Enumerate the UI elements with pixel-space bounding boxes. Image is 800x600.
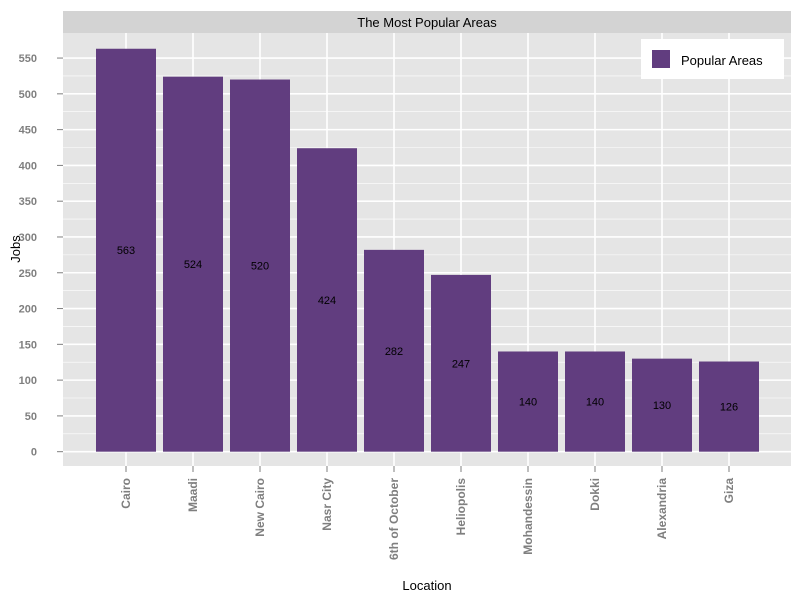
y-axis: 0 50 100 150 200 250 300 350 400 450 500 550 — [19, 53, 63, 459]
bar — [431, 274, 491, 452]
y-tick-label: 400 — [19, 160, 37, 172]
bar — [632, 358, 692, 452]
bar-value-label: 126 — [720, 402, 738, 414]
bar-value-label: 140 — [519, 397, 537, 409]
x-tick-label: Giza — [722, 478, 736, 504]
bar-value-label: 563 — [117, 245, 135, 257]
bar — [230, 79, 290, 452]
y-tick-label: 450 — [19, 125, 37, 137]
title-strip — [63, 11, 791, 33]
y-tick-label: 250 — [19, 268, 37, 280]
bar-value-label: 282 — [385, 346, 403, 358]
y-tick-label: 300 — [19, 232, 37, 244]
bar — [297, 148, 357, 452]
y-tick-label: 100 — [19, 375, 37, 387]
bar-value-label: 130 — [653, 400, 671, 412]
y-tick-label: 200 — [19, 304, 37, 316]
bar-value-label: 520 — [251, 261, 269, 273]
bars — [96, 48, 759, 452]
bar — [565, 351, 625, 452]
x-tick-label: Heliopolis — [454, 478, 468, 536]
x-tick-label: Mohandessin — [521, 478, 535, 555]
bar — [699, 361, 759, 452]
bar-value-label: 524 — [184, 259, 202, 271]
bar — [364, 249, 424, 452]
y-tick-label: 150 — [19, 339, 37, 351]
x-axis-title: Location — [402, 578, 451, 593]
chart-title: The Most Popular Areas — [357, 15, 497, 30]
y-tick-label: 350 — [19, 196, 37, 208]
x-tick-label: Cairo — [119, 478, 133, 509]
bar-value-label: 140 — [586, 397, 604, 409]
data-labels: 563 524 520 424 282 247 140 140 130 126 — [117, 245, 738, 413]
bar-value-label: 424 — [318, 295, 336, 307]
legend-label: Popular Areas — [681, 53, 763, 68]
x-tick-label: New Cairo — [253, 478, 267, 537]
y-tick-label: 500 — [19, 89, 37, 101]
x-axis: Cairo Maadi New Cairo Nasr City 6th of Octob… — [119, 466, 736, 560]
legend-swatch — [652, 50, 670, 68]
x-tick-label: Maadi — [186, 478, 200, 512]
x-tick-label: 6th of October — [387, 478, 401, 560]
legend: Popular Areas — [641, 39, 784, 79]
x-tick-label: Nasr City — [320, 478, 334, 531]
bar — [163, 76, 223, 452]
y-tick-label: 550 — [19, 53, 37, 65]
y-axis-title: Jobs — [8, 235, 23, 263]
bar — [96, 48, 156, 452]
y-tick-label: 0 — [31, 447, 37, 459]
bar-value-label: 247 — [452, 358, 470, 370]
x-tick-label: Dokki — [588, 478, 602, 511]
bar — [498, 351, 558, 452]
y-tick-label: 50 — [25, 411, 37, 423]
x-tick-label: Alexandria — [655, 478, 669, 540]
